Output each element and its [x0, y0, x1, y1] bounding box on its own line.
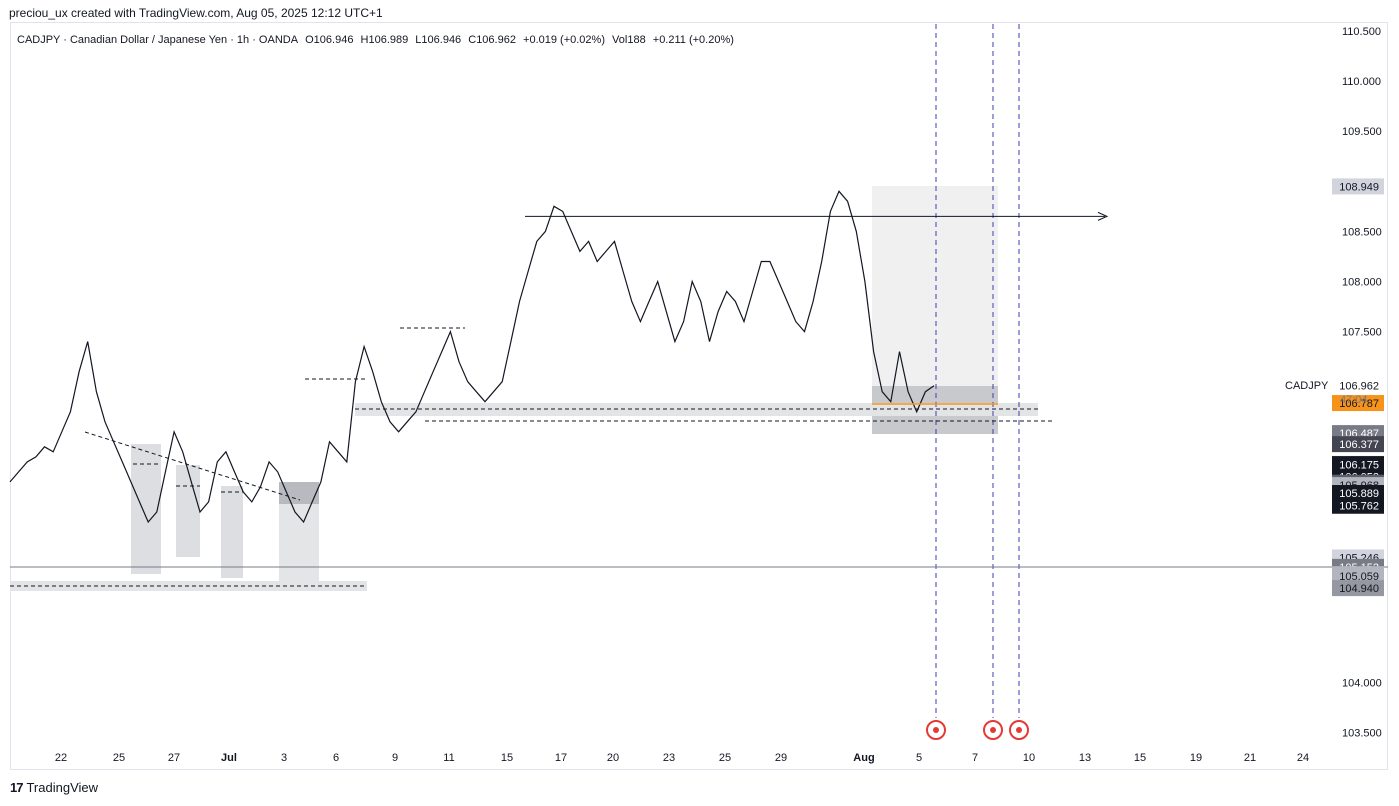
tradingview-logo-icon: 17 — [10, 780, 24, 795]
price-label-box — [1332, 395, 1384, 412]
legend-change: +0.019 (+0.02%) — [523, 34, 605, 46]
time-axis: 22 25 27 Jul 3 6 9 11 15 17 20 23 25 29 Aug 5 7 10 13 15 19 2… — [55, 752, 1309, 764]
maple-leaf-icon — [1016, 727, 1022, 733]
footer-brand[interactable]: 17 TradingView — [10, 780, 98, 795]
dashed-line[interactable] — [84, 431, 301, 501]
price-label-box — [1332, 580, 1384, 597]
legend-high: H106.989 — [360, 34, 409, 46]
y-tick-label: 109.500 — [1342, 126, 1382, 138]
maple-leaf-icon — [990, 727, 996, 733]
zone-rect — [221, 486, 243, 578]
price-label-box — [1332, 456, 1384, 473]
price-label: 106.377 — [1339, 439, 1379, 451]
price-axis-labels: 108.949106.962106.787106.487106.377106.1… — [1285, 178, 1384, 597]
countdown-annotation: 47:04 — [1340, 394, 1368, 406]
y-tick-label: 104.000 — [1342, 677, 1382, 689]
price-label-box — [1332, 436, 1384, 453]
x-tick-label: 11 — [443, 752, 454, 764]
x-tick-label: 6 — [333, 752, 339, 764]
price-label-box — [1332, 377, 1384, 394]
zone-rect — [176, 465, 200, 557]
price-label: 105.889 — [1339, 488, 1379, 500]
y-tick-label: 108.000 — [1342, 277, 1382, 289]
price-label: 106.962 — [1339, 381, 1379, 393]
legend-low: L106.946 — [415, 34, 462, 46]
x-tick-label: 3 — [281, 752, 287, 764]
y-tick-label: 110.000 — [1342, 76, 1381, 88]
x-tick-label: 10 — [1023, 752, 1035, 764]
x-tick-label: 24 — [1297, 752, 1309, 764]
y-tick-label: 107.500 — [1342, 327, 1382, 339]
legend-volume-change: +0.211 (+0.20%) — [652, 34, 734, 46]
x-tick-label: 23 — [663, 752, 675, 764]
y-tick-label: 108.500 — [1342, 226, 1382, 238]
x-tick-label: 15 — [501, 752, 513, 764]
economic-event-markers — [926, 24, 1029, 740]
price-label-box — [1332, 485, 1384, 502]
x-tick-label: 25 — [113, 752, 125, 764]
x-tick-label: 25 — [719, 752, 731, 764]
symbol-legend: CADJPY · Canadian Dollar / Japanese Yen … — [17, 34, 738, 46]
maple-leaf-icon — [933, 727, 939, 733]
x-tick-label: 21 — [1244, 752, 1256, 764]
x-tick-label: 29 — [775, 752, 787, 764]
x-tick-label: 27 — [168, 752, 180, 764]
price-series-line — [9, 190, 935, 524]
x-tick-label: 15 — [1134, 752, 1146, 764]
price-label: 104.940 — [1339, 583, 1379, 595]
symbol-annotation: CADJPY — [1285, 380, 1329, 392]
x-tick-label: 17 — [555, 752, 567, 764]
price-label: 106.787 — [1339, 398, 1379, 410]
x-tick-label: 13 — [1079, 752, 1091, 764]
y-tick-label: 103.500 — [1342, 727, 1382, 739]
price-label-box — [1332, 497, 1384, 514]
legend-volume: Vol188 — [612, 34, 646, 46]
x-tick-label: 5 — [916, 752, 922, 764]
legend-open: O106.946 — [305, 34, 354, 46]
x-tick-label: 19 — [1190, 752, 1202, 764]
chart-frame — [10, 22, 1388, 770]
legend-close: C106.962 — [468, 34, 516, 46]
price-axis: 110.500 110.000 109.500 108.500 108.000 107.5… — [1342, 26, 1382, 739]
x-tick-label: 20 — [607, 752, 619, 764]
x-tick-label: 22 — [55, 752, 67, 764]
zone-rect — [355, 403, 1038, 416]
trend-drawings — [10, 211, 1388, 587]
x-tick-label: 7 — [972, 752, 978, 764]
price-label-box — [1332, 178, 1384, 195]
price-label: 108.949 — [1339, 181, 1379, 193]
ray-arrow-icon — [1097, 211, 1109, 221]
x-tick-label: 9 — [392, 752, 398, 764]
zone-rect — [131, 444, 161, 574]
legend-symbol[interactable]: CADJPY · Canadian Dollar / Japanese Yen … — [17, 34, 299, 46]
chart-attribution: preciou_ux created with TradingView.com,… — [9, 6, 383, 20]
footer-brand-name: TradingView — [26, 780, 99, 795]
x-tick-label: Aug — [853, 752, 874, 764]
price-label: 105.762 — [1339, 501, 1379, 513]
supply-demand-zones — [10, 186, 1038, 591]
price-label: 106.175 — [1339, 459, 1379, 471]
y-tick-label: 110.500 — [1342, 26, 1381, 38]
x-tick-label: Jul — [221, 752, 237, 764]
